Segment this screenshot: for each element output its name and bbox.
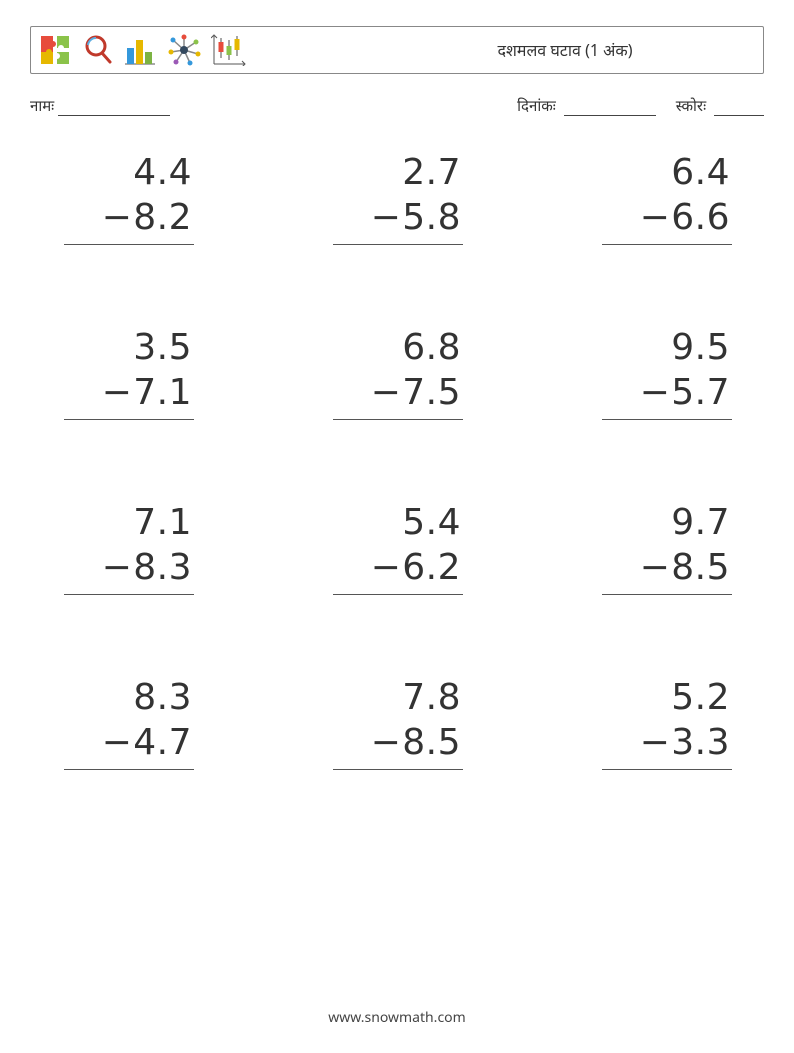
- answer-rule: [64, 769, 194, 770]
- subtraction-problem: 7.8−8.5: [307, 675, 487, 770]
- minuend: 4.4: [38, 150, 192, 195]
- date-label: दिनांकः: [517, 96, 556, 116]
- candlestick-icon: [211, 34, 247, 66]
- subtrahend: −7.1: [38, 370, 192, 415]
- minus-sign: −: [371, 197, 402, 238]
- score-label: स्कोरः: [676, 96, 706, 116]
- answer-rule: [64, 244, 194, 245]
- minus-sign: −: [102, 722, 133, 763]
- header-icons: [39, 34, 247, 66]
- date-field: दिनांकः: [517, 96, 656, 116]
- minuend: 7.1: [38, 500, 192, 545]
- answer-rule: [602, 769, 732, 770]
- minuend: 5.2: [576, 675, 730, 720]
- worksheet-page: दशमलव घटाव (1 अंक) नामः दिनांकः स्कोरः 4…: [0, 0, 794, 1053]
- subtrahend: −8.5: [576, 545, 730, 590]
- answer-rule: [333, 769, 463, 770]
- score-field: स्कोरः: [676, 96, 764, 116]
- subtrahend: −8.2: [38, 195, 192, 240]
- answer-rule: [333, 594, 463, 595]
- minus-sign: −: [640, 197, 671, 238]
- minus-sign: −: [640, 547, 671, 588]
- minuend: 7.8: [307, 675, 461, 720]
- minus-sign: −: [102, 197, 133, 238]
- date-blank[interactable]: [564, 100, 656, 116]
- subtraction-problem: 4.4−8.2: [38, 150, 218, 245]
- worksheet-title: दशमलव घटाव (1 अंक): [498, 39, 633, 61]
- minus-sign: −: [371, 372, 402, 413]
- subtraction-problem: 5.4−6.2: [307, 500, 487, 595]
- subtrahend: −8.3: [38, 545, 192, 590]
- subtraction-problem: 3.5−7.1: [38, 325, 218, 420]
- answer-rule: [333, 419, 463, 420]
- answer-rule: [602, 419, 732, 420]
- subtraction-problem: 9.7−8.5: [576, 500, 756, 595]
- problem-row: 3.5−7.1 6.8−7.5 9.5−5.7: [38, 325, 756, 420]
- minuend: 6.8: [307, 325, 461, 370]
- subtrahend: −4.7: [38, 720, 192, 765]
- minus-sign: −: [102, 547, 133, 588]
- subtrahend: −7.5: [307, 370, 461, 415]
- answer-rule: [602, 244, 732, 245]
- minuend: 6.4: [576, 150, 730, 195]
- subtraction-problem: 6.4−6.6: [576, 150, 756, 245]
- subtraction-problem: 8.3−4.7: [38, 675, 218, 770]
- minuend: 2.7: [307, 150, 461, 195]
- name-blank[interactable]: [58, 100, 170, 116]
- name-label: नामः: [30, 96, 54, 116]
- minus-sign: −: [640, 722, 671, 763]
- answer-rule: [333, 244, 463, 245]
- minuend: 9.5: [576, 325, 730, 370]
- subtrahend: −5.7: [576, 370, 730, 415]
- title-wrap: दशमलव घटाव (1 अंक): [375, 39, 755, 61]
- problem-row: 4.4−8.2 2.7−5.8 6.4−6.6: [38, 150, 756, 245]
- subtrahend: −6.2: [307, 545, 461, 590]
- minuend: 8.3: [38, 675, 192, 720]
- minus-sign: −: [102, 372, 133, 413]
- subtraction-problem: 6.8−7.5: [307, 325, 487, 420]
- magnifier-icon: [83, 34, 113, 66]
- subtrahend: −3.3: [576, 720, 730, 765]
- name-field: नामः: [30, 96, 170, 116]
- subtraction-problem: 5.2−3.3: [576, 675, 756, 770]
- minus-sign: −: [371, 547, 402, 588]
- answer-rule: [64, 419, 194, 420]
- minuend: 3.5: [38, 325, 192, 370]
- answer-rule: [602, 594, 732, 595]
- footer: www.snowmath.com: [0, 1008, 794, 1027]
- problems-grid: 4.4−8.22.7−5.86.4−6.63.5−7.16.8−7.59.5−5…: [30, 150, 764, 770]
- problem-row: 7.1−8.3 5.4−6.2 9.7−8.5: [38, 500, 756, 595]
- network-icon: [167, 34, 201, 66]
- subtrahend: −8.5: [307, 720, 461, 765]
- minuend: 9.7: [576, 500, 730, 545]
- subtraction-problem: 2.7−5.8: [307, 150, 487, 245]
- bar-chart-icon: [123, 34, 157, 66]
- subtraction-problem: 9.5−5.7: [576, 325, 756, 420]
- answer-rule: [64, 594, 194, 595]
- minus-sign: −: [371, 722, 402, 763]
- problem-row: 8.3−4.7 7.8−8.5 5.2−3.3: [38, 675, 756, 770]
- subtraction-problem: 7.1−8.3: [38, 500, 218, 595]
- minuend: 5.4: [307, 500, 461, 545]
- puzzle-icon: [39, 34, 73, 66]
- meta-row: नामः दिनांकः स्कोरः: [30, 96, 764, 116]
- score-blank[interactable]: [714, 100, 764, 116]
- subtrahend: −6.6: [576, 195, 730, 240]
- header-bar: दशमलव घटाव (1 अंक): [30, 26, 764, 74]
- minus-sign: −: [640, 372, 671, 413]
- subtrahend: −5.8: [307, 195, 461, 240]
- footer-url: www.snowmath.com: [328, 1008, 465, 1027]
